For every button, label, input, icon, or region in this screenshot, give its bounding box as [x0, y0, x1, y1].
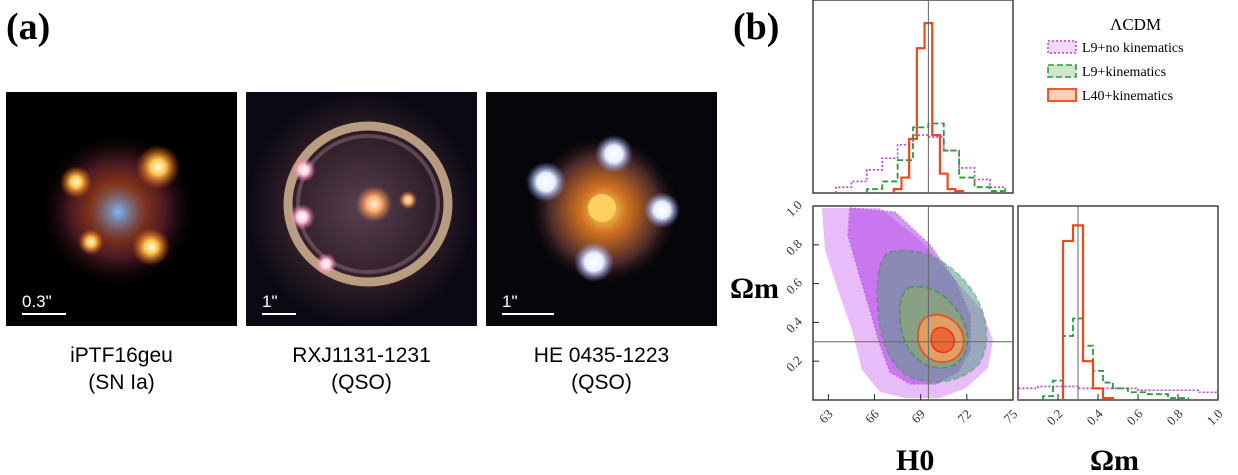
lens-image-rxj1131: 1" [246, 92, 477, 326]
caption-iptf16geu: iPTF16geu (SN Ia) [6, 342, 237, 396]
y-tick-label-om: 0.6 [783, 275, 805, 297]
legend-entry-l9-nokin: L9+no kinematics [1082, 41, 1184, 56]
lens-image-he0435: 1" [486, 92, 717, 326]
scale-bar-label: 1" [502, 292, 518, 311]
y-tick-label-om: 0.4 [783, 313, 805, 335]
x-tick-label-h0: 66 [862, 406, 882, 426]
legend-swatch-l9-nokin [1047, 40, 1077, 54]
caption-type: (SN Ia) [88, 371, 155, 394]
scale-bar-label: 0.3" [22, 292, 52, 311]
caption-type: (QSO) [571, 371, 632, 394]
y-tick-label-om: 1.0 [783, 197, 805, 219]
x-tick-label-om: 0.2 [1044, 406, 1066, 428]
y-tick-label-om: 0.8 [783, 236, 805, 258]
om-hist-l9-kinematics [1042, 317, 1189, 400]
contour-l40-kin-inner [930, 326, 956, 354]
caption-type: (QSO) [331, 371, 392, 394]
x-tick-label-om: 1.0 [1204, 406, 1226, 428]
scale-bar-label: 1" [262, 292, 278, 311]
x-tick-label-h0: 63 [816, 406, 836, 426]
x-tick-label-om: 0.8 [1164, 406, 1186, 428]
x-axis-label-h0: H0 [896, 444, 934, 475]
scale-bar: 0.3" [22, 292, 66, 315]
y-axis-label: Ωm [730, 272, 779, 305]
om-hist-l9-no-kinematics [1017, 385, 1219, 400]
caption-name: iPTF16geu [70, 344, 173, 367]
caption-rxj1131: RXJ1131-1231 (QSO) [246, 342, 477, 396]
contour-regions [822, 207, 993, 398]
x-tick-label-h0: 72 [954, 406, 974, 426]
legend-entry-l9-kin: L9+kinematics [1082, 65, 1166, 80]
caption-name: RXJ1131-1231 [292, 344, 431, 367]
y-tick-label-om: 0.2 [783, 353, 805, 375]
legend-entry-l40-kin: L40+kinematics [1082, 89, 1173, 104]
scale-bar: 1" [262, 292, 296, 315]
panel-b-label: (b) [733, 6, 780, 48]
x-axis-label-om: Ωm [1090, 444, 1139, 475]
caption-he0435: HE 0435-1223 (QSO) [486, 342, 717, 396]
caption-name: HE 0435-1223 [533, 344, 670, 367]
contour-frame [812, 205, 1014, 401]
x-tick-label-h0: 69 [908, 406, 928, 426]
om-histogram-frame [1017, 205, 1219, 401]
scale-bar: 1" [502, 292, 554, 315]
x-tick-label-h0: 75 [1001, 406, 1021, 426]
h0-histogram-frame [812, 0, 1014, 194]
legend-swatch-l40-kin [1047, 88, 1077, 102]
x-tick-label-om: 0.4 [1084, 406, 1106, 428]
h0-hist-l9-no-kinematics [835, 134, 1007, 193]
om-hist-l40-kinematics [1061, 224, 1115, 400]
lens-image-iptf16geu: 0.3" [6, 92, 237, 326]
x-tick-label-om: 0.6 [1124, 406, 1146, 428]
panel-a-label: (a) [6, 6, 51, 48]
h0-hist-l9-kinematics [865, 122, 1007, 193]
legend-title: ΛCDM [1110, 15, 1161, 34]
legend-swatch-l9-kin [1047, 64, 1077, 78]
legend: ΛCDM L9+no kinematics L9+kinematics L40+… [1047, 15, 1184, 104]
corner-plot: 63 66 69 72 75 0.2 0.4 0.6 0.8 1.0 0.2 0.4 0.6 0.8 1.0… [730, 0, 1226, 475]
